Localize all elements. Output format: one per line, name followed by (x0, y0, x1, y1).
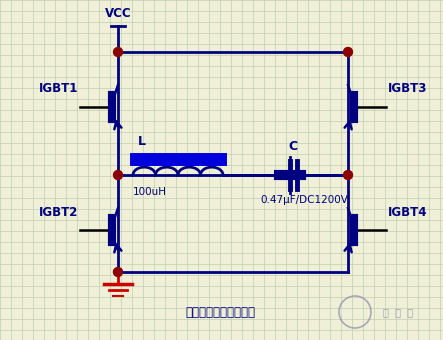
Circle shape (113, 268, 123, 276)
Text: IGBT4: IGBT4 (388, 205, 427, 219)
Circle shape (113, 170, 123, 180)
Text: 电磁炉全桥主电路结构: 电磁炉全桥主电路结构 (185, 306, 255, 319)
Text: 日  月  辰: 日 月 辰 (383, 307, 413, 317)
Text: 0.47μF/DC1200V: 0.47μF/DC1200V (260, 195, 348, 205)
Circle shape (343, 170, 353, 180)
Circle shape (343, 48, 353, 56)
Circle shape (113, 48, 123, 56)
Text: IGBT2: IGBT2 (39, 205, 78, 219)
Text: VCC: VCC (105, 7, 131, 20)
Text: L: L (138, 135, 146, 148)
Text: C: C (288, 140, 298, 153)
Text: IGBT1: IGBT1 (39, 83, 78, 96)
Text: 100uH: 100uH (133, 187, 167, 197)
Text: IGBT3: IGBT3 (388, 83, 427, 96)
